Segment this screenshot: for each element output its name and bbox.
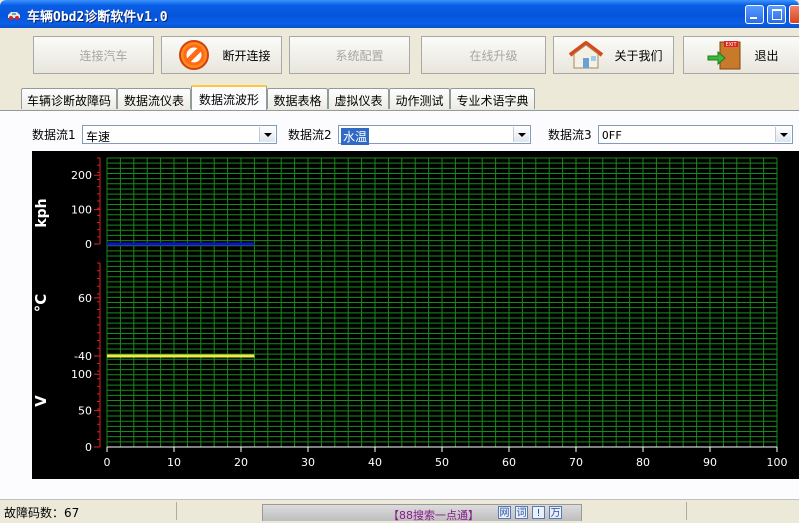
about-label: 关于我们 [614, 48, 663, 63]
x-tick-label: 0 [104, 456, 111, 469]
chevron-down-icon[interactable] [775, 127, 791, 142]
tab-data-table[interactable]: 数据表格 [267, 88, 328, 109]
x-tick-label: 80 [636, 456, 650, 469]
x-tick-label: 30 [301, 456, 315, 469]
toolbar: 连接汽车 断开连接 系统配置 在线升级 关于我们 EXIT 退出 [0, 29, 799, 81]
stream3-value: OFF [602, 129, 622, 142]
waveform-chart[interactable]: 0 10 20 30 40 50 60 70 80 90 100 200 100 0 kph 60 -40 °C 1… [32, 151, 799, 479]
upgrade-button[interactable]: 在线升级 [421, 36, 546, 74]
ime-wan-button[interactable]: 万 [549, 506, 562, 519]
x-tick-label: 100 [767, 456, 788, 469]
prohibited-icon [179, 40, 210, 70]
y-tick-label: 60 [78, 292, 92, 305]
x-tick-label: 10 [167, 456, 181, 469]
stream1-value: 车速 [86, 130, 111, 144]
svg-text:EXIT: EXIT [726, 42, 738, 48]
chevron-down-icon[interactable] [513, 127, 529, 142]
tab-strip: 车辆诊断故障码 数据流仪表 数据流波形 数据表格 虚拟仪表 动作测试 专业术语字… [0, 84, 799, 110]
tab-label: 数据流仪表 [123, 94, 184, 108]
config-label: 系统配置 [335, 48, 384, 63]
stream2-label: 数据流2 [288, 128, 332, 142]
title-bar[interactable]: 车辆Obd2诊断软件v1.0 [0, 0, 799, 28]
exit-label: 退出 [754, 48, 779, 63]
x-tick-label: 90 [703, 456, 717, 469]
y-tick-label: 50 [78, 405, 92, 418]
app-icon [8, 12, 20, 20]
ime-toolbar[interactable]: 【88搜索一点通】 网 词 ! 万 [262, 504, 582, 522]
upgrade-label: 在线升级 [469, 48, 518, 63]
y-tick-label: -40 [74, 350, 92, 363]
close-button[interactable] [789, 5, 799, 24]
minimize-button[interactable] [745, 5, 764, 24]
tab-stream-waveform[interactable]: 数据流波形 [191, 85, 267, 110]
stream2-value: 水温 [341, 128, 370, 145]
ime-web-button[interactable]: 网 [498, 506, 511, 519]
chevron-down-icon[interactable] [259, 127, 275, 142]
tab-action-test[interactable]: 动作测试 [389, 88, 450, 109]
y-unit-label: °C [32, 294, 50, 313]
x-tick-label: 70 [569, 456, 583, 469]
house-icon [569, 41, 604, 69]
y-tick-label: 100 [71, 204, 92, 217]
tab-fault-codes[interactable]: 车辆诊断故障码 [21, 88, 117, 109]
y-tick-label: 200 [71, 169, 92, 182]
y-tick-label: 100 [71, 368, 92, 381]
tab-label: 虚拟仪表 [334, 94, 383, 108]
config-button[interactable]: 系统配置 [289, 36, 410, 74]
y-tick-label: 0 [85, 441, 92, 454]
disconnect-label: 断开连接 [222, 48, 271, 63]
x-tick-label: 60 [502, 456, 516, 469]
window-title: 车辆Obd2诊断软件v1.0 [27, 10, 168, 25]
tab-label: 数据流波形 [198, 93, 259, 107]
maximize-button[interactable] [767, 5, 786, 24]
stream3-label: 数据流3 [548, 128, 592, 142]
ime-search-text[interactable]: 【88搜索一点通】 [388, 509, 479, 522]
about-button[interactable]: 关于我们 [553, 36, 674, 74]
tab-label: 动作测试 [395, 94, 444, 108]
status-bar: 故障码数：67 【88搜索一点通】 网 词 ! 万 [0, 499, 799, 522]
connect-label: 连接汽车 [79, 48, 128, 63]
ime-word-button[interactable]: 词 [515, 506, 528, 519]
y-unit-label: kph [34, 198, 50, 227]
x-tick-label: 40 [368, 456, 382, 469]
tab-label: 专业术语字典 [456, 94, 529, 108]
x-tick-label: 50 [435, 456, 449, 469]
disconnect-button[interactable]: 断开连接 [161, 36, 282, 74]
exit-door-icon: EXIT [707, 41, 741, 70]
waveform-plot: 0 10 20 30 40 50 60 70 80 90 100 200 100 0 kph 60 -40 °C 1… [32, 157, 788, 469]
tab-virtual-gauges[interactable]: 虚拟仪表 [328, 88, 389, 109]
stream1-label: 数据流1 [32, 128, 76, 142]
tab-glossary[interactable]: 专业术语字典 [450, 88, 535, 109]
y-unit-label: V [32, 395, 50, 407]
tab-stream-gauges[interactable]: 数据流仪表 [117, 88, 191, 109]
exit-button[interactable]: EXIT 退出 [683, 36, 799, 74]
ime-alert-button[interactable]: ! [532, 506, 545, 519]
connect-button[interactable]: 连接汽车 [33, 36, 154, 74]
x-tick-label: 20 [234, 456, 248, 469]
status-divider [686, 502, 687, 520]
tab-label: 车辆诊断故障码 [26, 94, 111, 108]
fault-count: 故障码数：67 [4, 506, 80, 520]
status-divider [176, 502, 177, 520]
tab-label: 数据表格 [273, 94, 322, 108]
stream3-select[interactable]: OFF [598, 125, 793, 144]
y-tick-label: 0 [85, 238, 92, 251]
stream2-select[interactable]: 水温 [338, 125, 531, 145]
stream1-select[interactable]: 车速 [82, 125, 277, 144]
